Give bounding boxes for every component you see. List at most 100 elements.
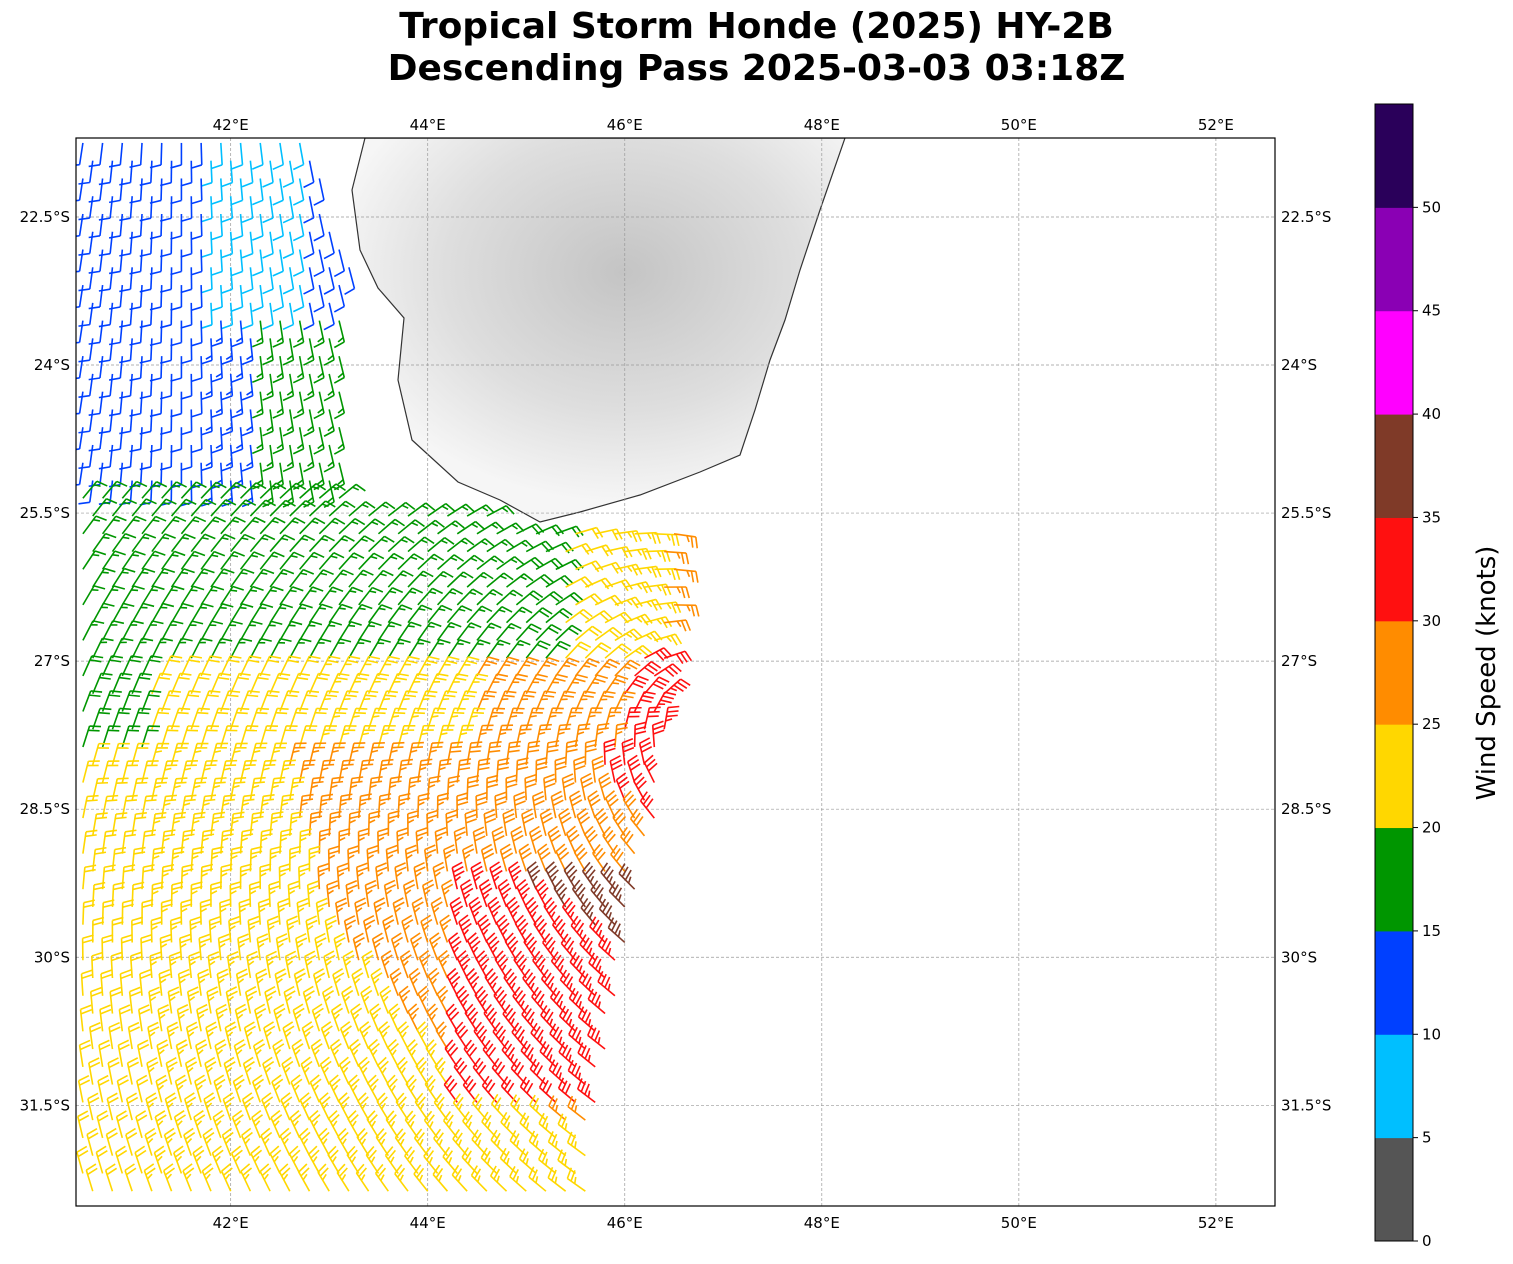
barb-feather	[427, 625, 435, 628]
barb-staff	[315, 902, 321, 925]
barb-feather	[386, 849, 398, 855]
barb-feather	[181, 872, 189, 877]
barb-feather	[193, 816, 205, 820]
wind-barb	[502, 808, 516, 836]
wind-barb	[532, 950, 547, 979]
barb-staff	[515, 623, 532, 641]
barb-staff	[119, 973, 124, 996]
wind-barb	[82, 725, 101, 748]
barb-feather	[605, 905, 613, 916]
barb-feather	[543, 972, 552, 983]
barb-feather	[181, 637, 193, 642]
barb-staff	[392, 903, 399, 925]
barb-staff	[436, 656, 449, 677]
barb-feather	[175, 777, 188, 780]
wind-barb	[288, 845, 302, 872]
wind-barb	[111, 602, 135, 624]
barb-staff	[131, 884, 134, 907]
barb-feather	[245, 499, 257, 506]
wind-barb	[377, 621, 402, 641]
barb-feather	[663, 647, 673, 657]
barb-staff	[228, 920, 232, 943]
wind-barb	[89, 986, 103, 1014]
wind-barb	[587, 790, 601, 819]
barb-feather	[395, 707, 407, 710]
barb-feather	[639, 737, 651, 745]
barb-feather	[187, 694, 200, 698]
barb-feather	[171, 881, 184, 886]
barb-feather	[402, 919, 414, 927]
wind-barb	[78, 373, 94, 398]
barb-staff	[293, 974, 301, 996]
barb-staff	[259, 655, 271, 677]
barb-staff	[140, 938, 143, 961]
barb-feather	[95, 515, 107, 522]
wind-barb	[180, 585, 205, 606]
barb-staff	[298, 178, 305, 201]
barb-feather	[327, 461, 334, 467]
barb-staff	[141, 831, 146, 854]
barb-feather	[472, 711, 484, 714]
wind-barb	[282, 338, 295, 366]
barb-feather	[119, 676, 131, 680]
barb-staff	[434, 831, 439, 854]
barb-feather	[198, 978, 206, 984]
barb-feather	[499, 639, 511, 645]
barb-staff	[190, 638, 202, 659]
barb-feather	[162, 863, 175, 868]
barb-feather	[362, 759, 375, 762]
barb-staff	[494, 958, 508, 979]
wind-barb	[140, 933, 153, 961]
wind-barb	[80, 969, 93, 996]
barb-staff	[210, 499, 227, 517]
barb-feather	[456, 950, 467, 959]
wind-barb	[513, 791, 526, 819]
barb-staff	[461, 849, 468, 872]
barb-feather	[506, 896, 516, 906]
barb-feather	[420, 758, 433, 762]
barb-feather	[575, 525, 584, 536]
barb-feather	[197, 1008, 209, 1015]
barb-feather	[352, 972, 364, 980]
wind-barb	[313, 427, 325, 455]
barb-staff	[506, 539, 526, 553]
wind-barb	[180, 267, 193, 294]
barb-feather	[390, 775, 403, 780]
barb-feather	[373, 978, 380, 985]
barb-feather	[514, 914, 524, 924]
barb-feather	[555, 843, 566, 853]
wind-barb	[328, 534, 355, 553]
wind-barb	[303, 302, 315, 331]
barb-feather	[397, 836, 404, 842]
barb-feather	[289, 589, 297, 593]
barb-feather	[331, 780, 344, 784]
barb-feather	[295, 711, 307, 715]
barb-feather	[412, 741, 424, 745]
barb-feather	[408, 655, 420, 660]
barb-feather	[282, 288, 294, 295]
barb-feather	[255, 968, 267, 975]
barb-feather	[272, 483, 284, 490]
barb-feather	[200, 395, 213, 401]
barb-feather	[103, 899, 115, 904]
barb-feather	[649, 706, 661, 709]
wind-barb	[369, 1003, 382, 1032]
barb-staff	[561, 778, 567, 801]
barb-feather	[477, 914, 488, 924]
wind-barb	[160, 898, 173, 925]
barb-feather	[112, 916, 124, 922]
barb-staff	[466, 939, 478, 961]
barb-feather	[323, 465, 335, 473]
barb-staff	[129, 444, 133, 467]
barb-feather	[282, 359, 294, 366]
barb-staff	[328, 302, 335, 325]
barb-feather	[521, 852, 532, 860]
barb-feather	[424, 889, 431, 895]
barb-feather	[262, 359, 274, 366]
barb-feather	[556, 993, 564, 1005]
barb-staff	[466, 673, 478, 695]
wind-barb	[387, 741, 405, 765]
barb-feather	[566, 744, 578, 749]
wind-barb	[555, 624, 582, 641]
barb-feather	[490, 940, 500, 950]
